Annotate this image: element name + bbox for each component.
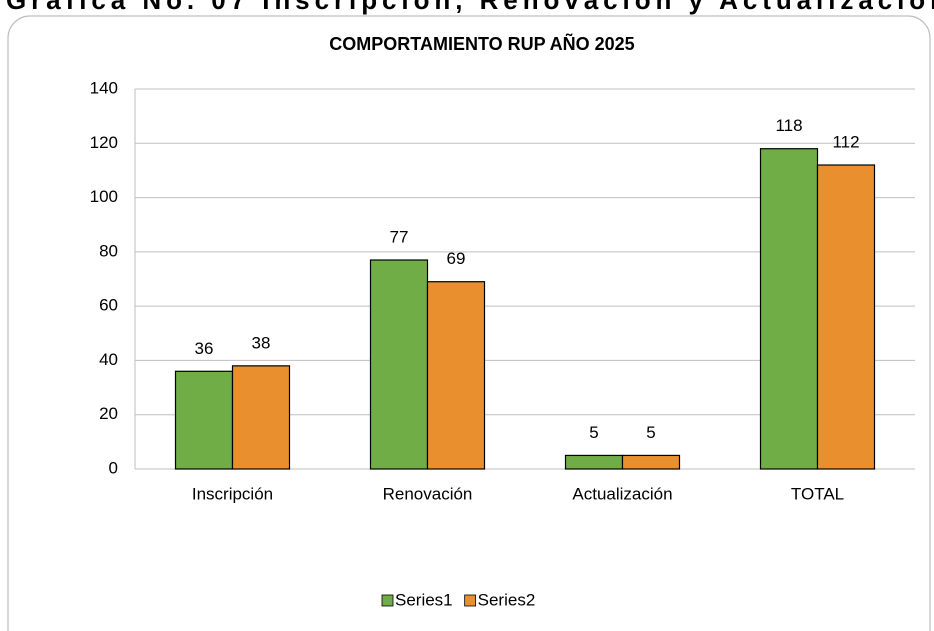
x-tick-label: Actualización xyxy=(572,484,672,503)
y-tick-label: 80 xyxy=(99,241,118,260)
data-label: 5 xyxy=(589,423,598,442)
data-label: 118 xyxy=(775,116,802,135)
caption: Gráfica No. 07 Inscripción, Renovación y… xyxy=(6,0,934,15)
y-tick-label: 60 xyxy=(99,296,118,315)
data-label: 77 xyxy=(390,227,409,246)
legend-label: Series2 xyxy=(478,590,536,609)
y-tick-label: 140 xyxy=(90,78,118,97)
y-tick-label: 0 xyxy=(109,458,118,477)
y-tick-label: 20 xyxy=(99,404,118,423)
x-tick-label: TOTAL xyxy=(791,484,844,503)
y-tick-label: 120 xyxy=(90,133,118,152)
data-label: 38 xyxy=(252,333,271,352)
legend-swatch xyxy=(464,594,477,607)
bar xyxy=(231,365,291,470)
x-tick-label: Inscripción xyxy=(192,484,273,503)
y-tick-label: 100 xyxy=(90,187,118,206)
bar xyxy=(759,148,819,470)
bar xyxy=(174,370,234,470)
bar xyxy=(426,281,486,470)
bar xyxy=(564,454,624,470)
x-tick-label: Renovación xyxy=(383,484,473,503)
data-label: 5 xyxy=(646,423,655,442)
data-label: 69 xyxy=(447,249,466,268)
y-tick-label: 40 xyxy=(99,350,118,369)
bar xyxy=(621,454,681,470)
data-label: 112 xyxy=(832,132,859,151)
legend-label: Series1 xyxy=(395,590,453,609)
chart-title: COMPORTAMIENTO RUP AÑO 2025 xyxy=(329,33,634,54)
data-label: 36 xyxy=(195,339,214,358)
bar xyxy=(369,259,429,470)
bar xyxy=(816,164,876,470)
legend-swatch xyxy=(381,594,394,607)
